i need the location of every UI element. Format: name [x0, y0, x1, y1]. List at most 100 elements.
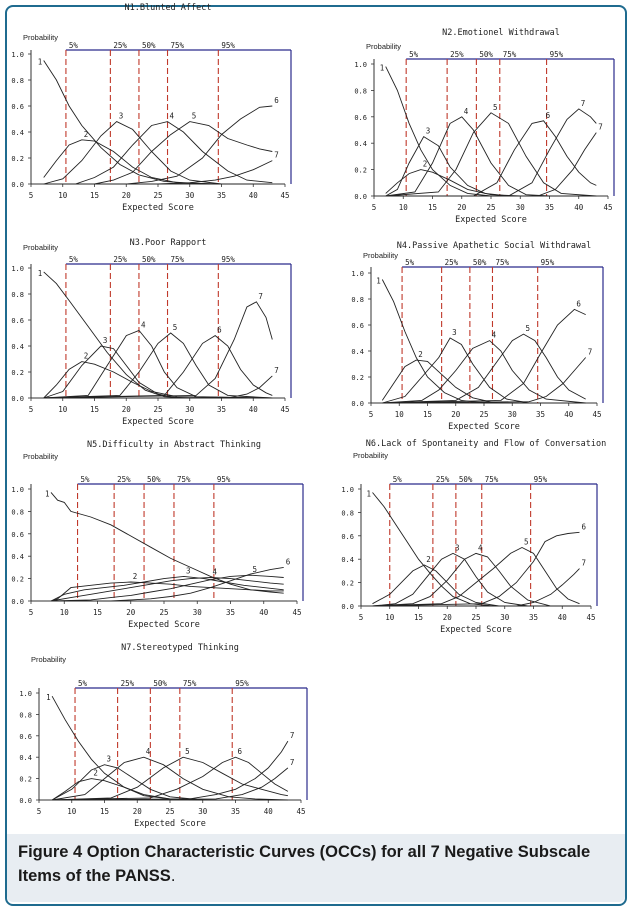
- curve-label: 5: [173, 323, 178, 332]
- percentile-label: 5%: [69, 41, 79, 50]
- y-tick-label: 1.0: [351, 270, 364, 278]
- curve-label: 6: [546, 111, 551, 120]
- x-tick-label: 35: [217, 405, 226, 414]
- panel-title: N7.Stereotyped Thinking: [121, 643, 239, 653]
- curve-label: 7: [290, 731, 295, 740]
- y-tick-label: 0.2: [11, 155, 24, 163]
- occ-curve-5: [382, 333, 586, 404]
- x-axis-label: Expected Score: [122, 203, 194, 213]
- percentile-label: 95%: [534, 475, 548, 484]
- x-tick-label: 40: [564, 410, 574, 419]
- x-tick-label: 35: [217, 191, 226, 200]
- x-axis-label: Expected Score: [128, 620, 200, 630]
- curve-label: 5: [524, 538, 529, 547]
- y-tick-label: 0.0: [351, 400, 364, 408]
- curve-label: 4: [146, 747, 151, 756]
- x-tick-label: 40: [249, 405, 259, 414]
- x-tick-label: 40: [249, 191, 259, 200]
- curve-label: 6: [286, 557, 291, 566]
- y-tick-label: 0.4: [11, 129, 24, 137]
- x-tick-label: 45: [292, 608, 301, 617]
- curve-label: 1: [380, 64, 385, 73]
- y-tick-label: 0.2: [19, 776, 32, 784]
- percentile-label: 25%: [436, 475, 450, 484]
- y-tick-label: 0.4: [341, 556, 354, 564]
- curve-label: 3: [455, 543, 460, 552]
- percentile-label: 75%: [495, 258, 509, 267]
- x-tick-label: 25: [159, 608, 168, 617]
- y-tick-label: 0.6: [351, 322, 364, 330]
- percentile-label: 50%: [473, 258, 487, 267]
- x-tick-label: 5: [29, 405, 34, 414]
- occ-curve-1: [385, 66, 597, 197]
- x-tick-label: 30: [500, 613, 510, 622]
- x-axis-label: Expected Score: [440, 625, 512, 635]
- caption-label: Figure 4: [18, 843, 83, 861]
- occ-curve-5: [50, 574, 284, 602]
- x-tick-label: 40: [574, 203, 584, 212]
- y-tick-label: 0.0: [11, 395, 24, 403]
- y-tick-label: 1.0: [11, 486, 24, 494]
- y-tick-label: 1.0: [19, 690, 32, 698]
- x-tick-label: 20: [133, 807, 143, 816]
- curve-label: 2: [423, 160, 428, 169]
- y-tick-label: 0.2: [351, 374, 364, 382]
- percentile-label: 95%: [221, 255, 235, 264]
- y-axis-label: Probability: [353, 451, 388, 460]
- occ-curve-7: [382, 357, 587, 404]
- x-tick-label: 20: [122, 405, 132, 414]
- x-axis-label: Expected Score: [448, 422, 520, 432]
- curve-label: 3: [103, 336, 108, 345]
- x-tick-label: 15: [100, 807, 109, 816]
- curve-label: 4: [170, 112, 175, 121]
- y-tick-label: 0.2: [11, 576, 24, 584]
- x-tick-label: 45: [586, 613, 595, 622]
- occ-curve-4: [43, 329, 273, 399]
- curve-label: 6: [238, 747, 243, 756]
- curve-label: 7: [274, 151, 279, 160]
- x-tick-label: 30: [516, 203, 526, 212]
- x-tick-label: 35: [529, 613, 538, 622]
- occ-curve-5: [52, 756, 288, 801]
- y-tick-label: 0.6: [11, 531, 24, 539]
- curve-label: 5: [185, 747, 190, 756]
- percentile-label: 95%: [217, 475, 231, 484]
- y-tick-label: 0.8: [11, 77, 24, 85]
- y-tick-label: 0.8: [19, 711, 32, 719]
- x-tick-label: 15: [423, 410, 432, 419]
- curve-label: 7: [598, 123, 603, 132]
- occ-curve-2: [385, 169, 597, 197]
- curve-label: 1: [38, 58, 43, 67]
- percentile-label: 75%: [183, 679, 197, 688]
- curve-label: 1: [367, 490, 372, 499]
- occ-curve-7: [43, 160, 273, 185]
- occ-curve-4: [385, 116, 597, 197]
- x-tick-label: 30: [185, 405, 195, 414]
- curve-label: 5: [493, 103, 498, 112]
- x-tick-label: 15: [90, 191, 99, 200]
- occ-curve-4: [43, 121, 273, 185]
- occ-curve-2: [50, 581, 284, 602]
- x-tick-label: 25: [471, 613, 480, 622]
- percentile-label: 25%: [445, 258, 459, 267]
- occ-curve-6: [51, 566, 284, 602]
- x-tick-label: 25: [486, 203, 495, 212]
- y-axis-label: Probability: [23, 452, 58, 461]
- x-tick-label: 5: [29, 191, 34, 200]
- x-tick-label: 5: [359, 613, 364, 622]
- y-tick-label: 0.0: [11, 598, 24, 606]
- occ-curve-3: [382, 337, 586, 404]
- curve-label: 2: [426, 555, 431, 564]
- x-tick-label: 15: [414, 613, 423, 622]
- curve-label: 2: [133, 572, 138, 581]
- curve-label: 2: [93, 769, 98, 778]
- curve-label: 3: [119, 112, 124, 121]
- percentile-label: 50%: [142, 255, 156, 264]
- x-tick-label: 30: [198, 807, 208, 816]
- curve-label: 5: [192, 112, 197, 121]
- y-tick-label: 0.2: [11, 369, 24, 377]
- x-tick-label: 10: [395, 410, 405, 419]
- y-tick-label: 0.8: [11, 291, 24, 299]
- curve-label: 6: [582, 522, 587, 531]
- percentile-label: 25%: [450, 50, 464, 59]
